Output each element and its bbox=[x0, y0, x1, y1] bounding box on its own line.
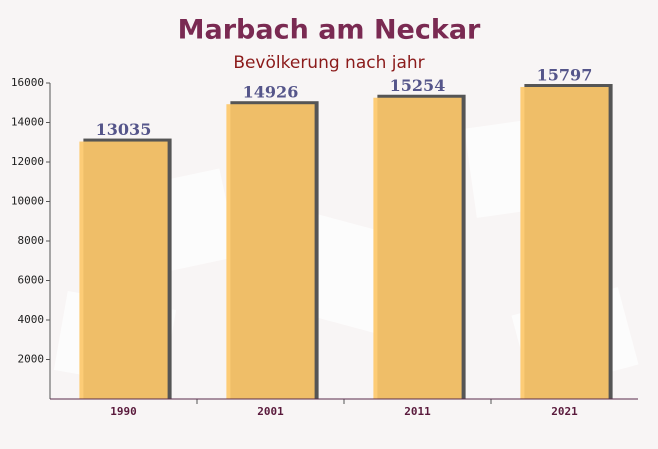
x-tick-label: 2021 bbox=[551, 405, 578, 418]
y-tick-label: 12000 bbox=[11, 155, 44, 168]
bar bbox=[226, 104, 315, 400]
chart-subtitle: Bevölkerung nach jahr bbox=[233, 53, 424, 73]
x-tick-label: 2001 bbox=[257, 405, 284, 418]
y-tick-label: 2000 bbox=[18, 353, 45, 366]
bar bbox=[79, 141, 168, 399]
y-tick-label: 4000 bbox=[18, 313, 45, 326]
value-label: 13035 bbox=[96, 120, 152, 139]
bar bbox=[373, 97, 462, 400]
x-tick-label: 2011 bbox=[404, 405, 431, 418]
value-label: 14926 bbox=[243, 83, 299, 102]
y-tick-label: 8000 bbox=[18, 234, 45, 247]
y-tick-label: 14000 bbox=[11, 116, 44, 129]
y-tick-label: 16000 bbox=[11, 76, 44, 89]
chart-title: Marbach am Neckar bbox=[178, 15, 481, 46]
value-label: 15254 bbox=[390, 76, 446, 95]
x-tick-label: 1990 bbox=[110, 405, 137, 418]
y-tick-label: 6000 bbox=[18, 274, 45, 287]
y-tick-label: 10000 bbox=[11, 195, 44, 208]
value-label: 15797 bbox=[537, 66, 593, 85]
bar bbox=[520, 87, 609, 399]
